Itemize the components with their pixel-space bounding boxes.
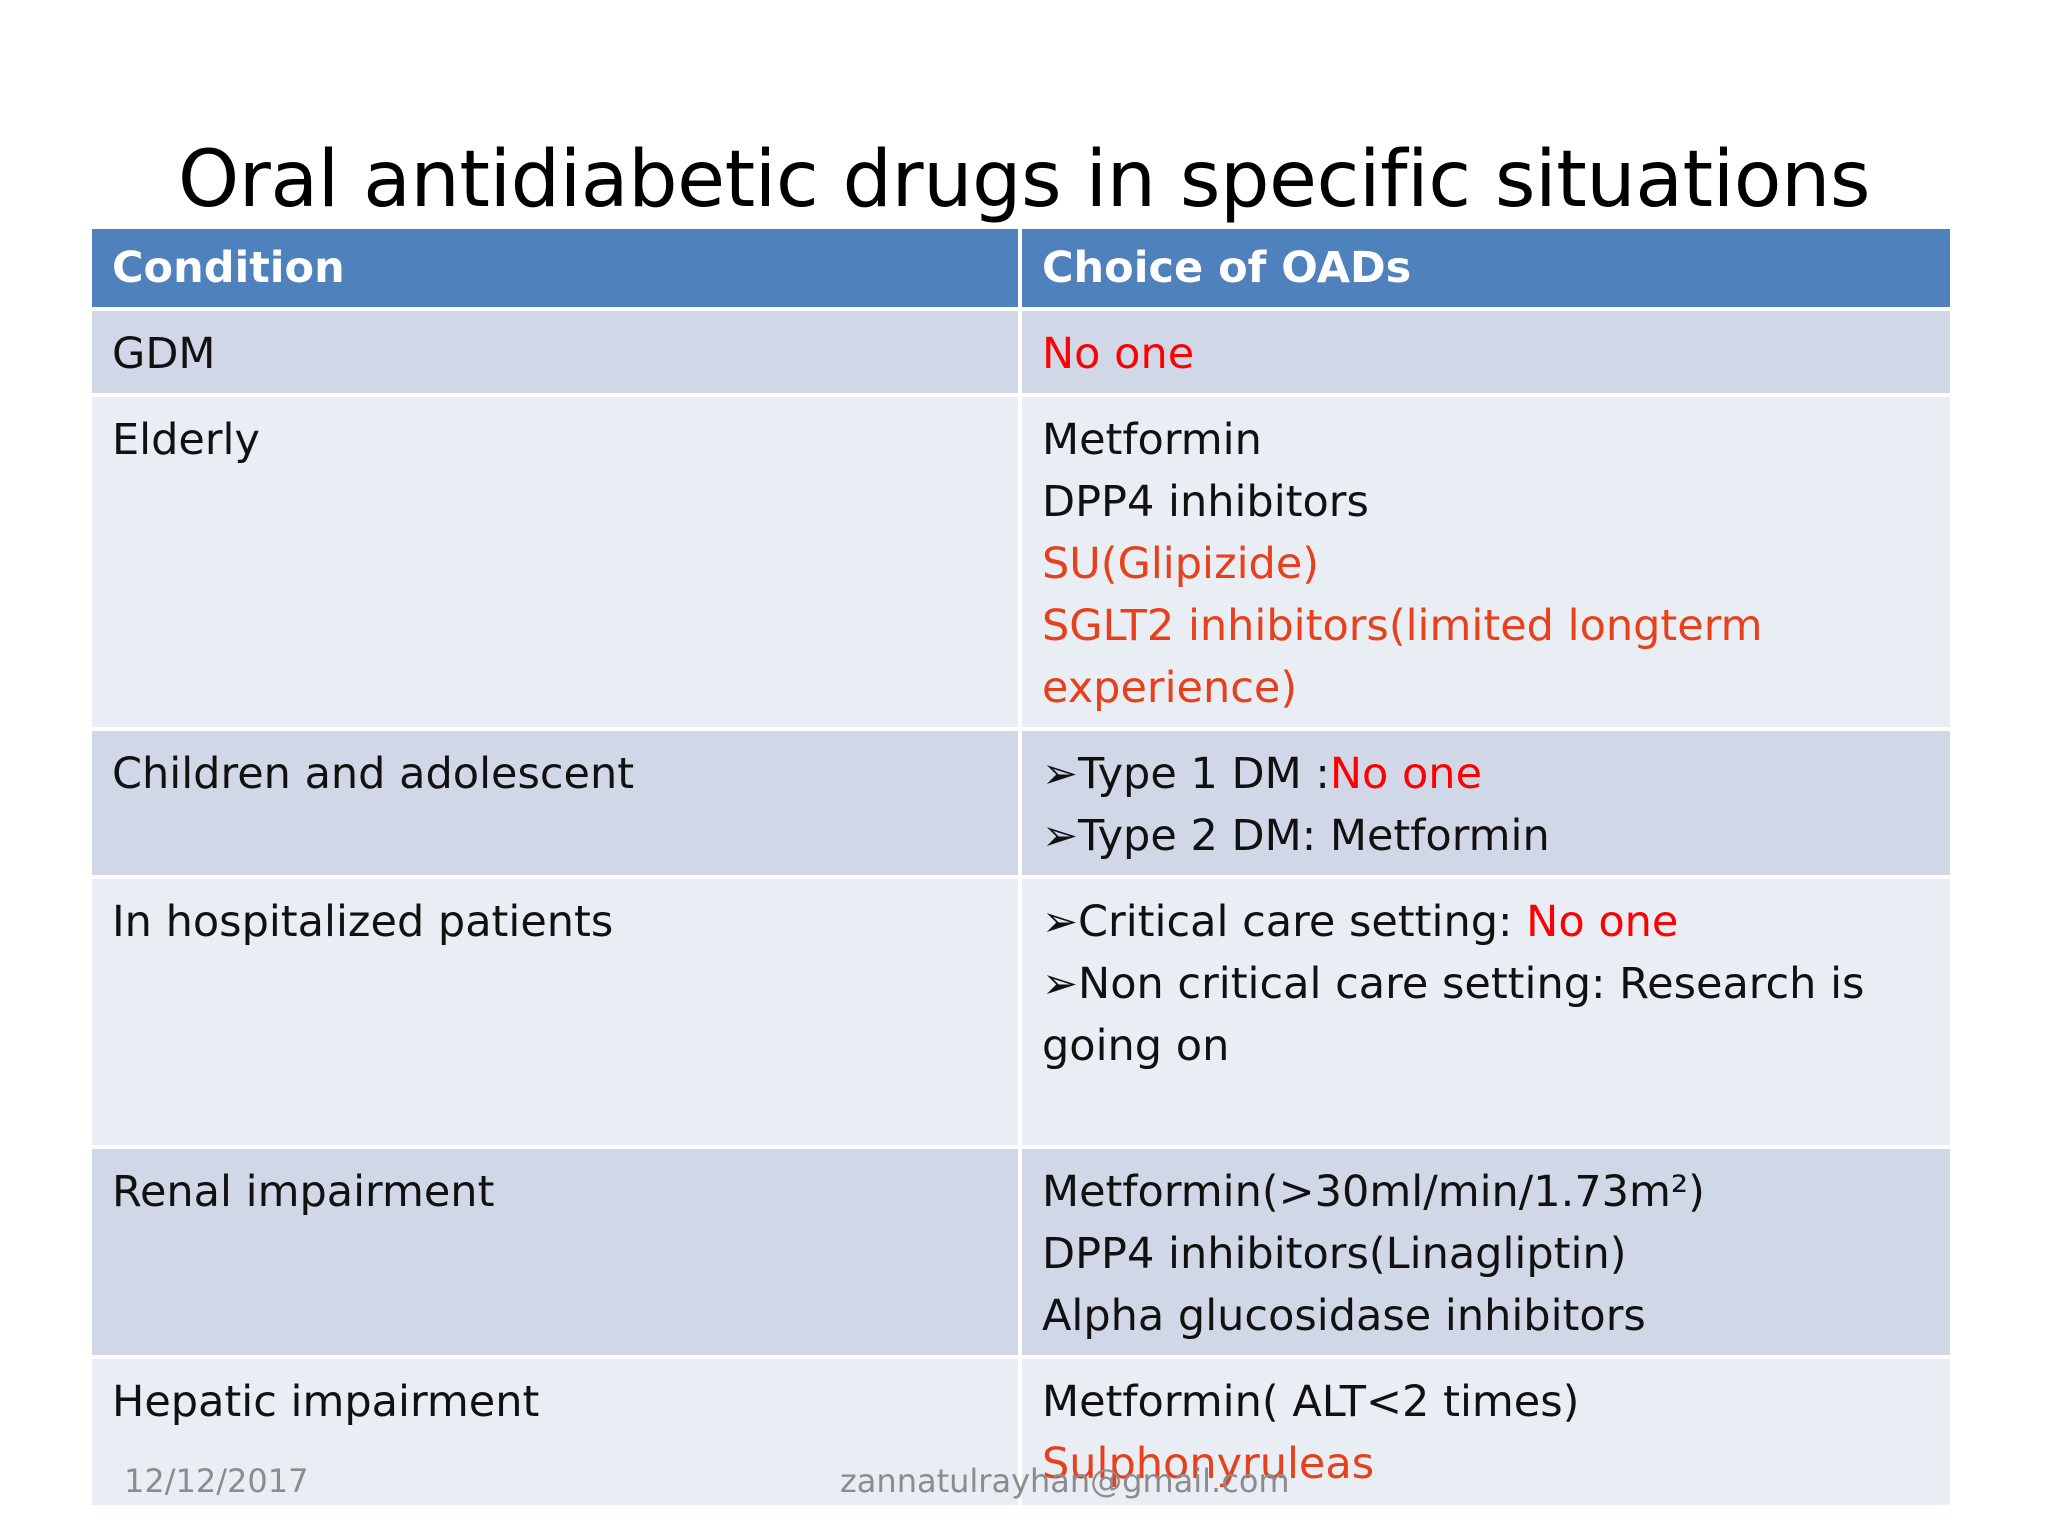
table-row: Children and adolescent ➢Type 1 DM :No o… <box>88 727 1954 879</box>
arrowhead-bullet-icon: ➢ <box>1042 959 1079 1009</box>
choice-cell: Metformin( ALT<2 times) Sulphonyruleas <box>1018 1355 1954 1509</box>
bullet-highlight: No one <box>1329 749 1483 799</box>
bullet-line: ➢Non critical care setting: Research is … <box>1042 953 1930 1077</box>
choice-line: Sulphonyruleas <box>1042 1439 1375 1489</box>
arrowhead-bullet-icon: ➢ <box>1042 811 1079 861</box>
choice-line: Metformin( ALT<2 times) <box>1042 1377 1580 1427</box>
choice-line: SU(Glipizide) <box>1042 539 1320 589</box>
bullet-line: ➢Critical care setting: No one <box>1042 891 1930 953</box>
footer-email: zannatulrayhan@gmail.com <box>840 1462 1290 1500</box>
choice-line: DPP4 inhibitors(Linagliptin) <box>1042 1229 1627 1279</box>
choice-cell: ➢Type 1 DM :No one ➢Type 2 DM: Metformin <box>1018 727 1954 879</box>
choice-line: Alpha glucosidase inhibitors <box>1042 1291 1646 1341</box>
choice-cell: Metformin(>30ml/min/1.73m²) DPP4 inhibit… <box>1018 1145 1954 1359</box>
header-choice: Choice of OADs <box>1018 225 1954 311</box>
oad-table: Condition Choice of OADs GDM No one Elde… <box>88 225 1954 1509</box>
choice-cell: ➢Critical care setting: No one ➢Non crit… <box>1018 875 1954 1149</box>
condition-cell: Renal impairment <box>88 1145 1022 1359</box>
choice-line: No one <box>1042 329 1195 379</box>
condition-cell: Hepatic impairment <box>88 1355 1022 1509</box>
bullet-text: Type 1 DM : <box>1078 749 1330 799</box>
table-header-row: Condition Choice of OADs <box>88 225 1954 311</box>
choice-line: DPP4 inhibitors <box>1042 477 1369 527</box>
table-row: Elderly Metformin DPP4 inhibitors SU(Gli… <box>88 393 1954 731</box>
table-row: Hepatic impairment Metformin( ALT<2 time… <box>88 1355 1954 1509</box>
choice-line: Metformin <box>1042 415 1262 465</box>
choice-cell: No one <box>1018 307 1954 397</box>
bullet-text: Type 2 DM: Metformin <box>1078 811 1550 861</box>
header-condition: Condition <box>88 225 1022 311</box>
choice-line: SGLT2 inhibitors(limited longterm experi… <box>1042 601 1763 713</box>
footer-date: 12/12/2017 <box>124 1462 309 1500</box>
table-row: In hospitalized patients ➢Critical care … <box>88 875 1954 1149</box>
condition-cell: Elderly <box>88 393 1022 731</box>
bullet-text: Non critical care setting: Research is g… <box>1042 959 1865 1071</box>
arrowhead-bullet-icon: ➢ <box>1042 749 1079 799</box>
condition-cell: GDM <box>88 307 1022 397</box>
bullet-highlight: No one <box>1526 897 1679 947</box>
choice-cell: Metformin DPP4 inhibitors SU(Glipizide) … <box>1018 393 1954 731</box>
bullet-line: ➢Type 1 DM :No one <box>1042 743 1930 805</box>
bullet-line: ➢Type 2 DM: Metformin <box>1042 805 1930 867</box>
table-row: GDM No one <box>88 307 1954 397</box>
bullet-text: Critical care setting: <box>1078 897 1527 947</box>
choice-line: Metformin(>30ml/min/1.73m²) <box>1042 1167 1705 1217</box>
slide-title: Oral antidiabetic drugs in specific situ… <box>177 135 1871 226</box>
arrowhead-bullet-icon: ➢ <box>1042 897 1079 947</box>
condition-cell: Children and adolescent <box>88 727 1022 879</box>
condition-cell: In hospitalized patients <box>88 875 1022 1149</box>
table-row: Renal impairment Metformin(>30ml/min/1.7… <box>88 1145 1954 1359</box>
